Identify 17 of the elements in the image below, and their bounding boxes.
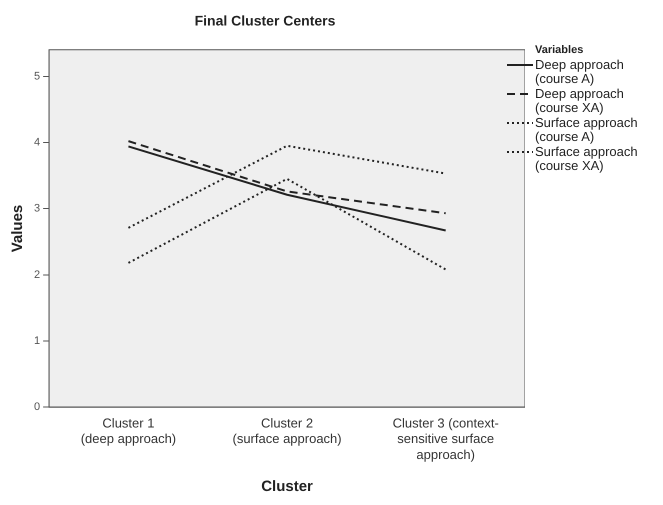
- y-tick-label: 2: [34, 268, 40, 281]
- y-tick-label: 5: [34, 70, 40, 82]
- legend-title: Variables: [535, 44, 584, 56]
- y-tick-label: 0: [34, 401, 40, 414]
- x-tick-label: Cluster 1 (deep approach): [80, 416, 176, 446]
- y-tick-label: 4: [34, 136, 40, 148]
- y-tick-label: 3: [34, 202, 40, 215]
- chart-title: Final Cluster Centers: [194, 12, 336, 28]
- y-tick-label: 1: [34, 335, 40, 348]
- x-axis-title: Cluster: [261, 478, 314, 496]
- legend-label: Surface approach (course XA): [535, 144, 639, 173]
- x-tick-label: Cluster 2 (surface approach): [232, 416, 342, 446]
- y-axis-title: Values: [9, 204, 26, 252]
- legend-label: Deep approach (course A): [535, 57, 625, 86]
- legend-label: Surface approach (course A): [535, 115, 639, 144]
- x-tick-label: Cluster 3 (context- sensitive surface approach): [392, 416, 499, 462]
- legend-label: Deep approach (course XA): [535, 86, 625, 115]
